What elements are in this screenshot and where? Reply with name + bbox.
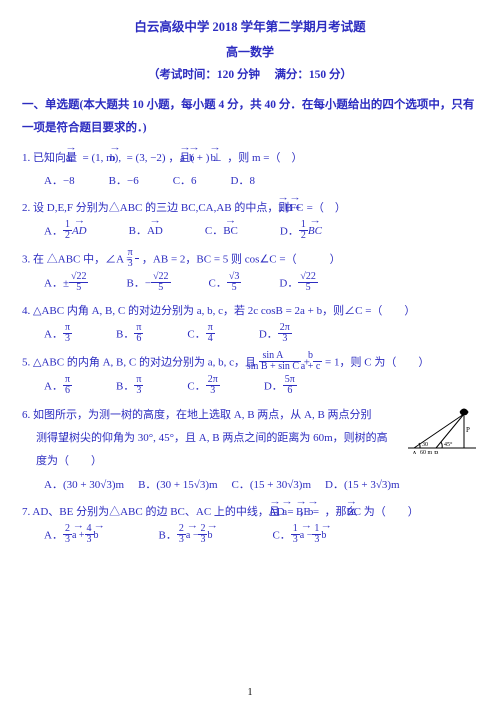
page-title: 白云高级中学 2018 学年第二学期月考试题 [22, 18, 478, 37]
q-num: 5. [22, 356, 30, 368]
svg-text:A: A [412, 450, 417, 454]
vec-BC: BC [360, 502, 361, 523]
section-heading: 一、单选题(本大题共 10 小题，每小题 4 分，共 40 分．在每小题给出的四… [22, 94, 478, 140]
opt-C: C．13a − 13b [272, 525, 326, 547]
opt-B: B．−6 [109, 171, 139, 192]
question-1: 1. 已知向量 a = (1, m), b = (3, −2) ，且(a +b … [22, 148, 478, 192]
exam-score: 满分：150 分） [274, 69, 352, 81]
opt-B: B．(30 + 15√3)m [138, 475, 217, 496]
opt-B: B．AD [129, 221, 163, 243]
svg-text:30: 30 [422, 442, 428, 448]
opt-D: D．√225 [279, 273, 317, 295]
q6-line3: 度为（ ） [36, 455, 102, 467]
opt-D: D．12BC [280, 221, 322, 243]
q-num: 6. [22, 409, 30, 421]
q6-line1: 如图所示，为测一树的高度，在地上选取 A, B 两点，从 A, B 两点分别 [33, 409, 372, 421]
opt-C: C．BC [205, 221, 238, 243]
exam-time: （考试时间：120 分钟 [148, 69, 260, 81]
opt-C: C．π4 [187, 324, 214, 346]
options: A．12AD B．AD C．BC D．12BC [22, 221, 478, 243]
opt-B: B．π6 [116, 324, 143, 346]
q6-line2: 测得望树尖的仰角为 30°, 45°，且 A, B 两点之间的距离为 60m，则… [36, 432, 388, 444]
q-num: 4. [22, 305, 30, 317]
section-heading-l1: 一、单选题(本大题共 10 小题，每小题 4 分，共 40 分．在每小题给出的四… [22, 99, 474, 111]
question-2: 2. 设 D,E,F 分别为△ABC 的三边 BC,CA,AB 的中点，则 EB… [22, 198, 478, 243]
svg-text:P: P [466, 426, 470, 434]
question-5: 5. △ABC 的内角 A, B, C 的对边分别为 a, b, c，且 sin… [22, 352, 478, 398]
options: A．π3 B．π6 C．π4 D．2π3 [22, 324, 478, 346]
opt-D: D．(15 + 3√3)m [325, 475, 400, 496]
q-num: 3. [22, 253, 30, 265]
svg-text:45°: 45° [444, 441, 453, 448]
opt-A: A．π6 [44, 376, 72, 398]
options: A．(30 + 30√3)m B．(30 + 15√3)m C．(15 + 30… [22, 475, 478, 496]
svg-text:60 m: 60 m [420, 450, 433, 454]
options: A．−8 B．−6 C．6 D．8 [22, 171, 478, 192]
opt-B: B．23a − 23b [159, 525, 213, 547]
section-heading-l2: 一项是符合题目要求的．) [22, 122, 147, 134]
opt-A: A．(30 + 30√3)m [44, 475, 124, 496]
opt-A: A．12AD [44, 221, 87, 243]
exam-info: （考试时间：120 分钟 满分：150 分） [22, 67, 478, 84]
question-3: 3. 在 △ABC 中，∠A = π3 ，AB = 2，BC = 5 则 cos… [22, 249, 478, 295]
question-7: 7. AD、BE 分别为△ABC 的边 BC、AC 上的中线，且 AD = a … [22, 502, 478, 547]
opt-D: D．2π3 [259, 324, 292, 346]
opt-C: C．(15 + 30√3)m [232, 475, 311, 496]
options: A．23a + 43b B．23a − 23b C．13a − 13b [22, 525, 478, 547]
opt-C: C．√35 [209, 273, 242, 295]
opt-A: A．−8 [44, 171, 75, 192]
question-6: A B 30 45° 60 m P 6. 如图所示，为测一树的高度，在地上选取 … [22, 404, 478, 496]
opt-B: B．−√225 [126, 273, 170, 295]
options: A．±√225 B．−√225 C．√35 D．√225 [22, 273, 478, 295]
opt-C: C．6 [173, 171, 197, 192]
q-num: 1. [22, 152, 30, 164]
q-num: 2. [22, 202, 30, 214]
opt-A: A．±√225 [44, 273, 88, 295]
svg-text:B: B [434, 450, 439, 454]
opt-C: C．2π3 [187, 376, 219, 398]
opt-B: B．π3 [116, 376, 143, 398]
question-4: 4. △ABC 内角 A, B, C 的对边分别为 a, b, c，若 2c c… [22, 301, 478, 346]
opt-A: A．π3 [44, 324, 72, 346]
subject: 高一数学 [22, 43, 478, 61]
tree-diagram-icon: A B 30 45° 60 m P [406, 406, 478, 454]
options: A．π6 B．π3 C．2π3 D．5π6 [22, 376, 478, 398]
q-num: 7. [22, 506, 30, 518]
page-number: 1 [0, 685, 500, 700]
opt-D: D．8 [231, 171, 255, 192]
opt-A: A．23a + 43b [44, 525, 99, 547]
opt-D: D．5π6 [264, 376, 297, 398]
